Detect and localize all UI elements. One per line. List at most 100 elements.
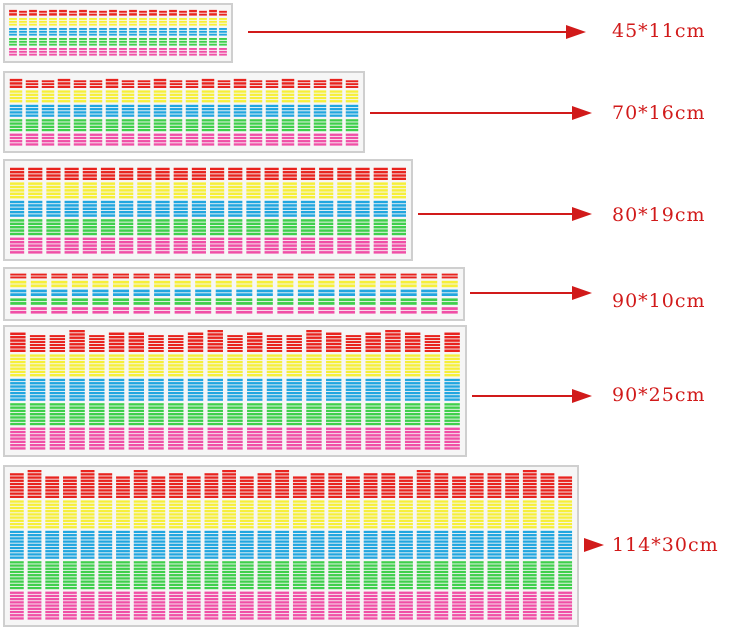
led-segment xyxy=(169,28,177,30)
led-segment xyxy=(168,364,184,367)
led-segment xyxy=(121,90,135,93)
led-segment xyxy=(51,310,68,314)
led-segment xyxy=(424,447,441,450)
led-segment xyxy=(404,339,421,342)
led-segment xyxy=(168,341,184,344)
led-segment xyxy=(281,100,295,103)
led-segment xyxy=(128,419,145,422)
led-segment xyxy=(45,550,60,553)
led-segment xyxy=(69,447,85,450)
led-segment xyxy=(399,510,413,513)
led-segment xyxy=(98,586,113,590)
led-segment xyxy=(266,382,283,385)
led-segment xyxy=(227,335,243,338)
led-segment xyxy=(286,338,302,341)
led-segment xyxy=(80,604,95,607)
led-segment xyxy=(385,336,401,339)
led-segment xyxy=(108,357,125,361)
led-segment xyxy=(416,492,431,495)
led-segment xyxy=(306,416,322,419)
led-segment xyxy=(209,30,217,33)
led-segment xyxy=(228,171,243,174)
led-segment xyxy=(522,550,537,553)
led-segment xyxy=(119,13,127,16)
led-segment xyxy=(64,251,79,254)
led-segment xyxy=(98,500,113,503)
led-segment xyxy=(522,500,537,503)
led-segment xyxy=(275,513,290,516)
led-segment xyxy=(169,519,183,522)
led-segment xyxy=(444,440,460,444)
led-segment xyxy=(328,534,343,537)
led-segment xyxy=(558,550,573,553)
led-segment xyxy=(355,232,370,236)
led-segment xyxy=(522,540,537,543)
led-segment xyxy=(247,406,263,409)
led-segment xyxy=(452,614,466,617)
pointer-arrow-head xyxy=(572,389,592,403)
led-segment xyxy=(363,534,378,537)
led-segment xyxy=(10,349,26,352)
led-segment xyxy=(257,553,272,556)
led-segment xyxy=(187,430,204,434)
led-segment xyxy=(310,594,325,598)
led-segment xyxy=(10,284,27,288)
led-segment xyxy=(256,273,273,276)
led-segment xyxy=(345,119,359,122)
led-segment xyxy=(201,82,215,85)
led-segment xyxy=(381,495,396,498)
led-segment xyxy=(469,614,484,617)
led-segment xyxy=(63,513,77,516)
led-segment xyxy=(228,237,243,241)
led-segment xyxy=(204,486,219,489)
led-segment xyxy=(487,601,502,604)
led-segment xyxy=(201,136,215,140)
led-segment xyxy=(168,395,184,398)
size-label-70x16: 70*16cm xyxy=(612,102,706,124)
led-segment xyxy=(281,140,295,143)
led-segment xyxy=(282,244,297,247)
led-segment xyxy=(168,447,184,450)
led-segment xyxy=(363,526,378,529)
led-segment xyxy=(168,406,184,409)
led-segment xyxy=(558,553,573,556)
led-segment xyxy=(154,302,171,305)
led-segment xyxy=(29,437,46,440)
led-segment xyxy=(399,591,413,594)
led-segment xyxy=(219,48,227,50)
led-segment xyxy=(281,143,295,146)
led-segment xyxy=(444,364,460,367)
led-segment xyxy=(469,506,484,510)
led-segment xyxy=(306,443,322,447)
led-segment xyxy=(345,437,362,440)
led-segment xyxy=(9,143,23,146)
led-segment xyxy=(210,247,225,251)
led-segment xyxy=(63,614,77,617)
led-segment xyxy=(522,604,537,607)
led-segment xyxy=(10,251,25,254)
led-segment xyxy=(80,530,95,534)
led-segment xyxy=(10,210,25,214)
led-segment xyxy=(522,598,537,601)
led-segment xyxy=(133,580,148,583)
led-segment xyxy=(487,604,502,607)
led-segment xyxy=(191,167,206,171)
led-segment xyxy=(345,86,359,88)
led-segment xyxy=(346,479,360,482)
led-segment xyxy=(89,409,105,413)
led-segment xyxy=(10,332,26,336)
led-segment xyxy=(64,185,79,189)
led-segment xyxy=(204,546,219,550)
led-segment xyxy=(108,367,125,370)
led-segment xyxy=(29,357,46,361)
led-segment xyxy=(239,526,254,529)
led-segment xyxy=(540,583,555,586)
led-segment xyxy=(155,251,170,254)
led-segment xyxy=(139,48,147,50)
led-segment xyxy=(434,617,449,620)
led-segment xyxy=(256,302,273,305)
led-segment xyxy=(257,473,272,476)
led-segment xyxy=(63,561,77,564)
led-segment xyxy=(256,298,273,302)
led-segment xyxy=(207,406,223,409)
